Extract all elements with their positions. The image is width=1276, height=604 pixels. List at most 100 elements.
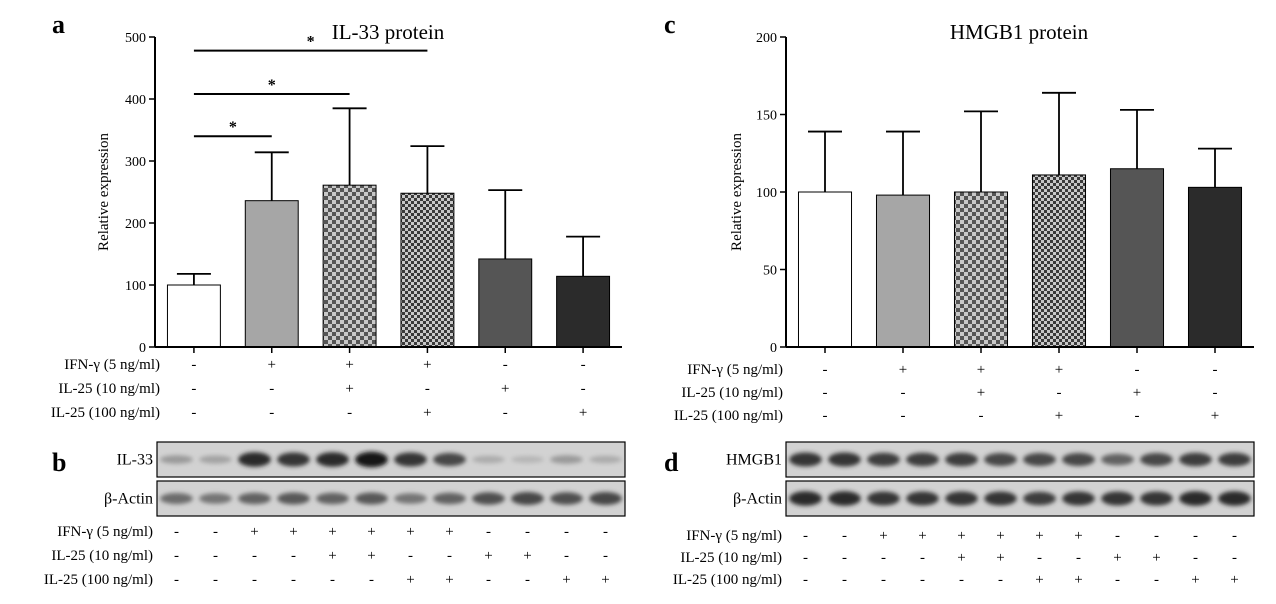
blot-band: [394, 493, 427, 504]
condition-label: IL-25 (10 ng/ml): [58, 381, 160, 397]
condition-mark: +: [367, 524, 375, 540]
condition-label: IL-25 (100 ng/ml): [51, 405, 160, 421]
blot-strip: [156, 441, 626, 478]
y-tick-label: 100: [756, 186, 777, 201]
condition-mark: -: [269, 405, 274, 421]
condition-mark: -: [1193, 550, 1198, 566]
condition-mark: -: [564, 548, 569, 564]
panel-letter-b: b: [52, 448, 66, 477]
condition-mark: +: [1035, 528, 1043, 544]
blot-band: [1218, 491, 1251, 506]
blot-band: [316, 492, 349, 505]
condition-label: IL-25 (100 ng/ml): [44, 572, 153, 588]
condition-mark: +: [367, 548, 375, 564]
il33-bar-chart: IL-33 protein Relative expression 0 100 200 3…: [51, 20, 622, 421]
condition-label: IL-25 (10 ng/ml): [680, 550, 782, 566]
condition-mark: +: [579, 405, 587, 421]
bar: [1031, 174, 1087, 348]
y-tick-label: 300: [125, 155, 146, 170]
condition-mark: +: [289, 524, 297, 540]
blot-band: [984, 491, 1017, 506]
condition-mark: -: [920, 572, 925, 588]
condition-mark: +: [484, 548, 492, 564]
condition-mark: +: [899, 362, 907, 378]
condition-mark: -: [525, 572, 530, 588]
condition-mark: -: [823, 408, 828, 424]
condition-mark: -: [1135, 362, 1140, 378]
blot-band: [789, 491, 822, 506]
condition-mark: -: [369, 572, 374, 588]
condition-label: IL-25 (100 ng/ml): [674, 408, 783, 424]
condition-mark: -: [881, 550, 886, 566]
y-tick-label: 0: [139, 341, 146, 356]
blot-strip: [785, 441, 1255, 478]
condition-mark: -: [1154, 572, 1159, 588]
condition-mark: -: [1057, 385, 1062, 401]
blot-band: [277, 452, 310, 467]
blot-strip: [156, 480, 626, 517]
blot-band: [550, 455, 583, 464]
y-axis-label: Relative expression: [96, 133, 112, 251]
blot-row-label: HMGB1: [726, 452, 782, 469]
condition-mark: -: [291, 572, 296, 588]
condition-mark: +: [328, 524, 336, 540]
condition-mark: +: [957, 528, 965, 544]
condition-mark: +: [1230, 572, 1238, 588]
condition-mark: -: [252, 572, 257, 588]
blot-band: [355, 451, 388, 468]
bar: [1109, 168, 1165, 348]
blot-band: [394, 452, 427, 467]
condition-mark: +: [996, 528, 1004, 544]
condition-mark: -: [486, 572, 491, 588]
condition-mark: +: [445, 572, 453, 588]
condition-mark: +: [523, 548, 531, 564]
condition-mark: +: [879, 528, 887, 544]
blot-band: [433, 453, 466, 466]
bar: [322, 184, 377, 348]
condition-mark: -: [1076, 550, 1081, 566]
condition-mark: -: [447, 548, 452, 564]
y-tick-label: 200: [125, 217, 146, 232]
condition-mark: -: [213, 524, 218, 540]
condition-mark: -: [1154, 528, 1159, 544]
panel-letter-c: c: [664, 10, 676, 39]
condition-mark: -: [842, 528, 847, 544]
condition-mark: -: [213, 572, 218, 588]
condition-mark: +: [957, 550, 965, 566]
y-tick-label: 50: [763, 264, 777, 279]
condition-mark: -: [979, 408, 984, 424]
condition-mark: +: [268, 357, 276, 373]
condition-mark: -: [842, 572, 847, 588]
condition-mark: -: [213, 548, 218, 564]
condition-mark: -: [901, 385, 906, 401]
bar: [875, 194, 931, 348]
condition-label: IL-25 (10 ng/ml): [51, 548, 153, 564]
blot-band: [945, 491, 978, 506]
condition-mark: +: [250, 524, 258, 540]
condition-mark: -: [1232, 550, 1237, 566]
condition-mark: +: [1211, 408, 1219, 424]
blot-band: [355, 492, 388, 505]
blot-row-label: β-Actin: [733, 491, 782, 508]
condition-mark: +: [1074, 572, 1082, 588]
blot-band: [1179, 452, 1212, 467]
blot-band: [1101, 491, 1134, 506]
blot-band: [589, 455, 622, 464]
bar: [244, 200, 299, 348]
condition-mark: -: [291, 548, 296, 564]
condition-mark: +: [918, 528, 926, 544]
bar: [797, 191, 853, 348]
blot-band: [316, 452, 349, 467]
condition-mark: +: [1113, 550, 1121, 566]
significance-star: *: [229, 119, 237, 136]
condition-mark: -: [1115, 572, 1120, 588]
condition-mark: -: [1135, 408, 1140, 424]
condition-mark: -: [1115, 528, 1120, 544]
condition-mark: -: [191, 405, 196, 421]
condition-mark: -: [803, 528, 808, 544]
blot-band: [828, 452, 861, 467]
condition-mark: -: [330, 572, 335, 588]
blot-band: [550, 492, 583, 505]
chart-title: IL-33 protein: [332, 20, 445, 44]
